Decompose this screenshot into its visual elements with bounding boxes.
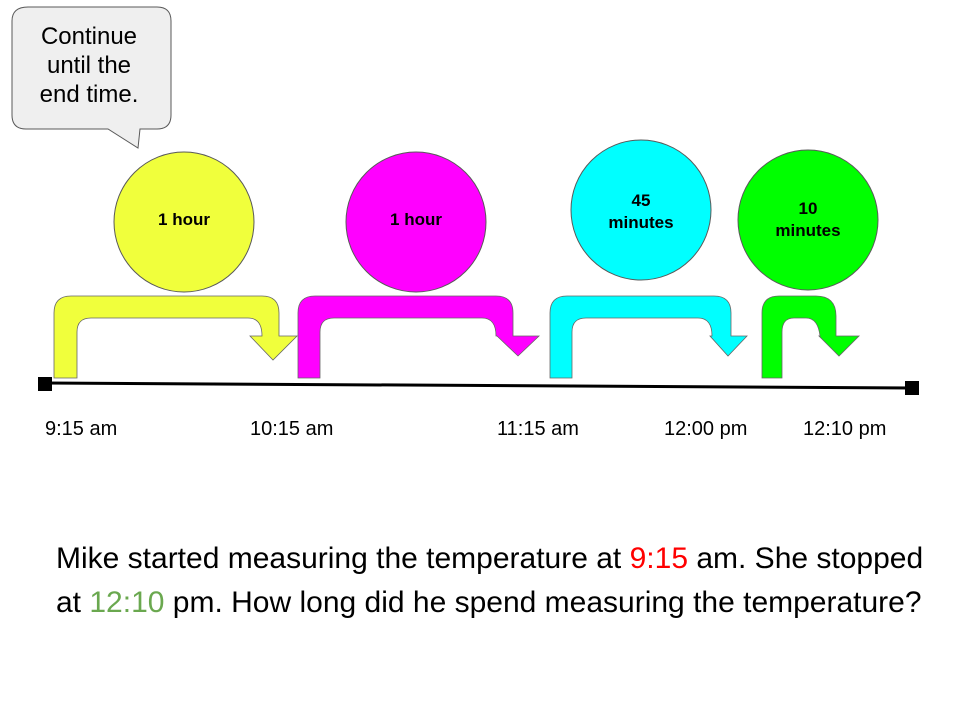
time-label: 10:15 am bbox=[250, 418, 334, 440]
interval-label-line: 10 bbox=[798, 199, 818, 218]
interval-label-line: 1 hour bbox=[390, 210, 442, 229]
question-part: pm. How long did he spend measuring the … bbox=[164, 586, 922, 619]
interval-label-line: 45 bbox=[631, 191, 651, 210]
interval-label: 10 minutes bbox=[738, 198, 878, 242]
timeline-end-marker bbox=[905, 381, 919, 395]
interval-label-line: minutes bbox=[775, 221, 841, 240]
question-start-time: 9:15 bbox=[629, 542, 688, 575]
timeline-start-marker bbox=[38, 377, 52, 391]
interval-circle bbox=[737, 149, 879, 291]
callout-bubble bbox=[11, 6, 172, 149]
callout-line: Continue bbox=[40, 23, 138, 50]
interval-arrow bbox=[549, 295, 748, 379]
interval-arrow bbox=[761, 295, 860, 379]
interval-label-line: 1 hour bbox=[158, 210, 210, 229]
question-part: Mike started measuring the temperature a… bbox=[56, 542, 630, 575]
interval-label: 1 hour bbox=[346, 209, 486, 231]
interval-label: 1 hour bbox=[114, 209, 254, 231]
question-text: Mike started measuring the temperature a… bbox=[56, 537, 936, 625]
time-label: 11:15 am bbox=[497, 418, 579, 440]
interval-circle bbox=[113, 151, 255, 293]
question-part: am. She stopped at bbox=[56, 542, 924, 619]
timeline-line bbox=[44, 381, 914, 390]
time-label: 9:15 am bbox=[45, 418, 118, 440]
interval-label: 45 minutes bbox=[571, 190, 711, 234]
callout-line: until the bbox=[46, 52, 132, 79]
interval-arrow bbox=[297, 295, 540, 379]
time-label: 12:10 pm bbox=[803, 418, 887, 440]
time-label: 12:00 pm bbox=[664, 418, 748, 440]
question-end-time: 12:10 bbox=[89, 586, 165, 619]
callout-text: Continue until the end time. bbox=[14, 22, 164, 109]
interval-circle bbox=[570, 139, 712, 281]
interval-arrow bbox=[53, 295, 298, 379]
callout-line: end time. bbox=[39, 81, 139, 108]
interval-label-line: minutes bbox=[608, 213, 674, 232]
interval-circle bbox=[345, 151, 487, 293]
